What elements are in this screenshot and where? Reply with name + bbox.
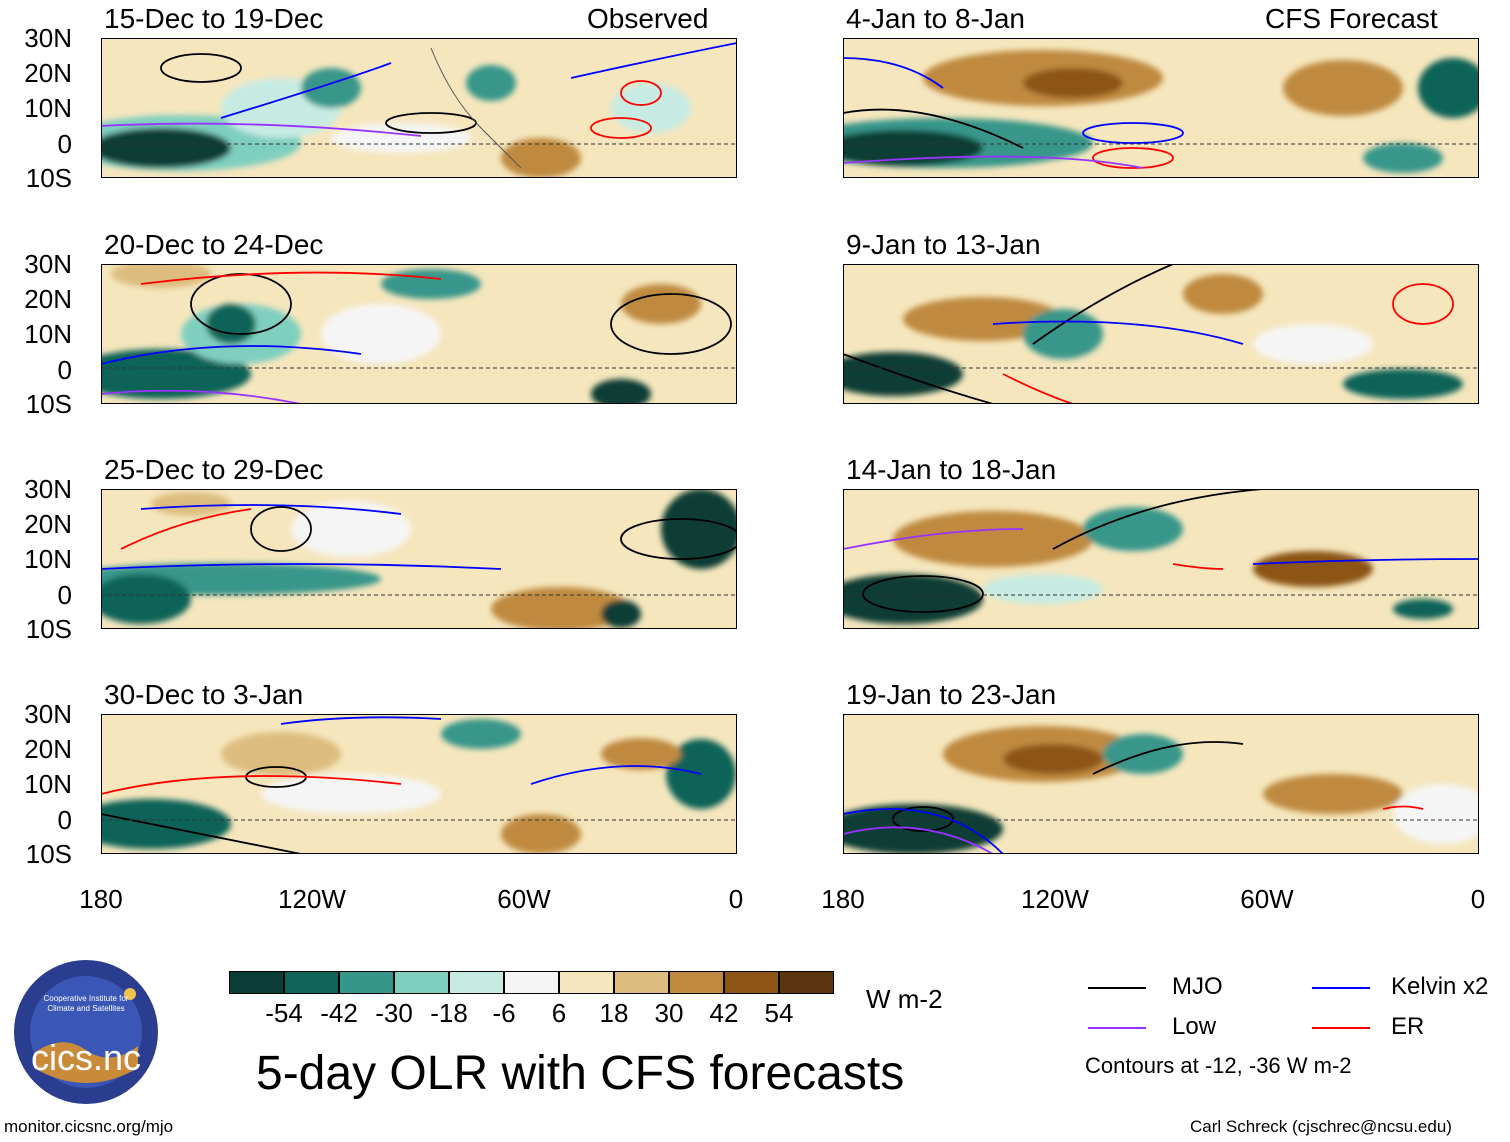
legend-label-mjo: MJO bbox=[1172, 973, 1223, 1000]
map-panel-4 bbox=[101, 714, 737, 854]
colorbar-swatch bbox=[779, 971, 834, 994]
colorbar-swatch bbox=[724, 971, 779, 994]
forecast-label: CFS Forecast bbox=[1265, 3, 1438, 34]
olr-map-1 bbox=[101, 38, 737, 178]
colorbar-swatch bbox=[669, 971, 724, 994]
y-tick-label: 30N bbox=[24, 23, 72, 53]
panel-title-7: 14-Jan to 18-Jan bbox=[846, 454, 1057, 485]
colorbar-label: 30 bbox=[654, 998, 684, 1028]
y-tick-label: 30N bbox=[24, 249, 72, 279]
colorbar-swatch bbox=[504, 971, 559, 994]
legend-note: Contours at -12, -36 W m-2 bbox=[1085, 1053, 1352, 1078]
logo-emblem bbox=[14, 960, 158, 1104]
y-tick-label: 0 bbox=[57, 580, 72, 610]
y-tick-label: 20N bbox=[24, 734, 72, 764]
colorbar-label: 42 bbox=[709, 998, 739, 1028]
legend-line-low bbox=[1088, 1027, 1146, 1029]
colorbar-swatch bbox=[284, 971, 339, 994]
y-tick-label: 0 bbox=[57, 129, 72, 159]
colorbar-swatch bbox=[339, 971, 394, 994]
footer-url: monitor.cicsnc.org/mjo bbox=[4, 1117, 174, 1136]
legend-line-mjo bbox=[1088, 987, 1146, 989]
y-tick-label: 10N bbox=[24, 319, 72, 349]
colorbar-label: -42 bbox=[320, 998, 358, 1028]
legend-label-low: Low bbox=[1172, 1013, 1217, 1040]
olr-map-7 bbox=[843, 489, 1479, 629]
colorbar-label: -30 bbox=[375, 998, 413, 1028]
x-tick-right-0: 0 bbox=[1470, 884, 1486, 914]
x-tick-left-180: 180 bbox=[79, 884, 123, 914]
legend-line-kelvin bbox=[1312, 987, 1370, 989]
cics-logo: Cooperative Institute for Climate and Sa… bbox=[12, 958, 160, 1106]
observed-label: Observed bbox=[587, 3, 709, 34]
y-tick-label: 0 bbox=[57, 805, 72, 835]
logo-ring-text: Cooperative Institute for Climate and Sa… bbox=[43, 994, 129, 1013]
y-tick-label: 10S bbox=[25, 163, 72, 193]
colorbar-swatch bbox=[229, 971, 284, 994]
x-tick-left-120w: 120W bbox=[278, 884, 346, 914]
map-panel-5 bbox=[843, 38, 1479, 178]
y-tick-label: 20N bbox=[24, 284, 72, 314]
olr-map-3 bbox=[101, 489, 737, 629]
y-tick-label: 0 bbox=[57, 355, 72, 385]
colorbar-units: W m-2 bbox=[866, 984, 943, 1014]
x-tick-right-60w: 60W bbox=[1240, 884, 1294, 914]
y-tick-label: 30N bbox=[24, 474, 72, 504]
y-tick-label: 10N bbox=[24, 544, 72, 574]
y-tick-label: 20N bbox=[24, 509, 72, 539]
y-tick-label: 30N bbox=[24, 699, 72, 729]
panel-title-8: 19-Jan to 23-Jan bbox=[846, 679, 1057, 710]
panel-title-3: 25-Dec to 29-Dec bbox=[104, 454, 324, 485]
y-tick-label: 10S bbox=[25, 839, 72, 869]
panel-title-2: 20-Dec to 24-Dec bbox=[104, 229, 324, 260]
legend-label-kelvin: Kelvin x2 bbox=[1391, 973, 1489, 1000]
map-panel-3 bbox=[101, 489, 737, 629]
x-tick-left-0: 0 bbox=[728, 884, 744, 914]
x-tick-right-120w: 120W bbox=[1021, 884, 1089, 914]
colorbar-swatch bbox=[394, 971, 449, 994]
colorbar-swatch bbox=[449, 971, 504, 994]
main-title: 5-day OLR with CFS forecasts bbox=[256, 1047, 905, 1100]
colorbar-label: 54 bbox=[764, 998, 794, 1028]
olr-map-4 bbox=[101, 714, 737, 854]
footer-credit: Carl Schreck (cjschrec@ncsu.edu) bbox=[1190, 1117, 1452, 1136]
map-panel-7 bbox=[843, 489, 1479, 629]
logo-text: cics.nc bbox=[30, 1037, 142, 1078]
y-tick-label: 20N bbox=[24, 58, 72, 88]
map-panel-6 bbox=[843, 264, 1479, 404]
olr-map-8 bbox=[843, 714, 1479, 854]
legend-label-er: ER bbox=[1391, 1013, 1425, 1040]
colorbar-label: -54 bbox=[265, 998, 303, 1028]
panel-title-6: 9-Jan to 13-Jan bbox=[846, 229, 1041, 260]
colorbar-label: -18 bbox=[430, 998, 468, 1028]
colorbar-swatch bbox=[614, 971, 669, 994]
x-tick-right-180: 180 bbox=[821, 884, 865, 914]
olr-map-5 bbox=[843, 38, 1479, 178]
y-tick-label: 10S bbox=[25, 389, 72, 419]
colorbar-label: 18 bbox=[599, 998, 629, 1028]
map-panel-8 bbox=[843, 714, 1479, 854]
colorbar-swatch bbox=[559, 971, 614, 994]
x-tick-left-60w: 60W bbox=[497, 884, 551, 914]
y-tick-label: 10S bbox=[25, 614, 72, 644]
panel-title-4: 30-Dec to 3-Jan bbox=[104, 679, 304, 710]
olr-map-6 bbox=[843, 264, 1479, 404]
panel-title-5: 4-Jan to 8-Jan bbox=[846, 3, 1025, 34]
panel-title-1: 15-Dec to 19-Dec bbox=[104, 3, 324, 34]
map-panel-1 bbox=[101, 38, 737, 178]
legend-line-er bbox=[1312, 1027, 1370, 1029]
y-tick-label: 10N bbox=[24, 769, 72, 799]
colorbar-label: 6 bbox=[551, 998, 567, 1028]
olr-map-2 bbox=[101, 264, 737, 404]
colorbar-label: -6 bbox=[492, 998, 516, 1028]
map-panel-2 bbox=[101, 264, 737, 404]
y-tick-label: 10N bbox=[24, 93, 72, 123]
